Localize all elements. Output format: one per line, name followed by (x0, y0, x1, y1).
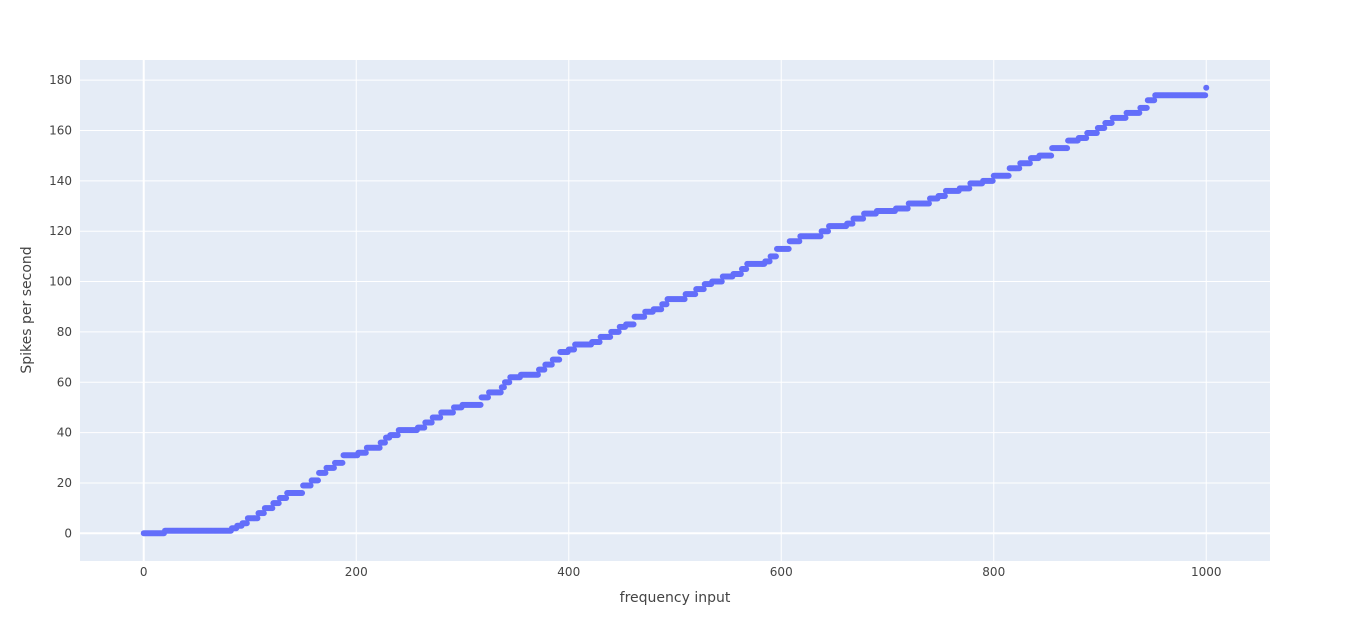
data-point (322, 469, 329, 476)
data-point (376, 444, 383, 451)
y-tick-label: 60 (57, 375, 72, 389)
data-points (140, 84, 1210, 537)
data-point (630, 321, 637, 328)
data-point (966, 185, 973, 192)
y-tick-label: 100 (49, 275, 72, 289)
data-point (904, 205, 911, 212)
data-point (1202, 92, 1209, 99)
data-point (477, 401, 484, 408)
data-point (556, 356, 563, 363)
data-point (449, 409, 456, 416)
y-tick-label: 180 (49, 73, 72, 87)
data-point (1108, 119, 1115, 126)
data-point (1143, 104, 1150, 111)
data-point (607, 333, 614, 340)
x-tick-label: 1000 (1191, 565, 1222, 579)
data-point (1048, 152, 1055, 159)
data-point (381, 439, 388, 446)
x-tick-label: 0 (140, 565, 148, 579)
data-point (596, 338, 603, 345)
data-point (421, 424, 428, 431)
x-tick-label: 800 (982, 565, 1005, 579)
data-point (254, 515, 261, 522)
y-axis-title: Spikes per second (19, 246, 35, 373)
data-point (1016, 165, 1023, 172)
x-tick-label: 200 (345, 565, 368, 579)
data-point (269, 505, 276, 512)
x-tick-label: 600 (770, 565, 793, 579)
data-point (362, 449, 369, 456)
data-point (663, 301, 670, 308)
data-point (428, 419, 435, 426)
data-point (989, 177, 996, 184)
data-point (718, 278, 725, 285)
data-point (307, 482, 314, 489)
data-point (1026, 160, 1033, 167)
data-point (315, 477, 321, 484)
y-tick-label: 0 (64, 526, 72, 540)
data-point (766, 258, 773, 265)
y-tick-label: 120 (49, 224, 72, 238)
data-point (1122, 114, 1129, 121)
data-point (330, 464, 337, 471)
data-point (299, 490, 306, 497)
data-point (743, 265, 750, 272)
data-point (1203, 84, 1210, 91)
data-point (692, 291, 699, 298)
y-tick-label: 20 (57, 476, 72, 490)
y-tick-labels: 0 20 40 60 80 100 120 140 160 180 (49, 73, 72, 540)
data-point (571, 346, 578, 353)
data-point (394, 432, 401, 439)
data-point (437, 414, 444, 421)
data-point (737, 270, 744, 277)
data-point (1101, 124, 1108, 131)
x-gridlines (142, 60, 1207, 561)
x-tick-labels: 0 200 400 600 800 1000 (140, 565, 1222, 579)
y-tick-label: 40 (57, 426, 72, 440)
data-point (658, 306, 665, 313)
data-point (785, 245, 792, 252)
data-point (497, 389, 504, 396)
x-tick-label: 400 (557, 565, 580, 579)
data-point (1136, 109, 1143, 116)
data-point (275, 500, 282, 507)
data-point (506, 379, 513, 386)
data-point (500, 384, 507, 391)
data-point (817, 233, 824, 240)
data-point (1005, 172, 1012, 179)
data-point (925, 200, 932, 207)
data-point (1064, 145, 1071, 152)
data-point (825, 228, 831, 235)
data-point (485, 394, 491, 401)
data-point (860, 215, 867, 222)
data-point (1083, 135, 1090, 142)
data-point (283, 495, 290, 502)
data-point (849, 220, 856, 227)
data-point (1151, 97, 1158, 104)
data-point (641, 313, 648, 320)
data-point (548, 361, 555, 368)
data-point (615, 328, 622, 335)
data-point (941, 192, 948, 199)
data-point (243, 520, 250, 527)
data-point (700, 286, 707, 293)
data-point (1093, 130, 1100, 137)
data-point (681, 296, 688, 303)
y-tick-label: 160 (49, 123, 72, 137)
y-tick-label: 80 (57, 325, 72, 339)
y-tick-label: 140 (49, 174, 72, 188)
data-point (260, 510, 267, 517)
data-point (772, 253, 779, 260)
data-point (541, 366, 548, 373)
data-point (534, 371, 541, 378)
data-point (796, 238, 803, 245)
x-axis-title: frequency input (620, 590, 731, 606)
data-point (339, 459, 346, 466)
y-gridlines (80, 79, 1270, 535)
